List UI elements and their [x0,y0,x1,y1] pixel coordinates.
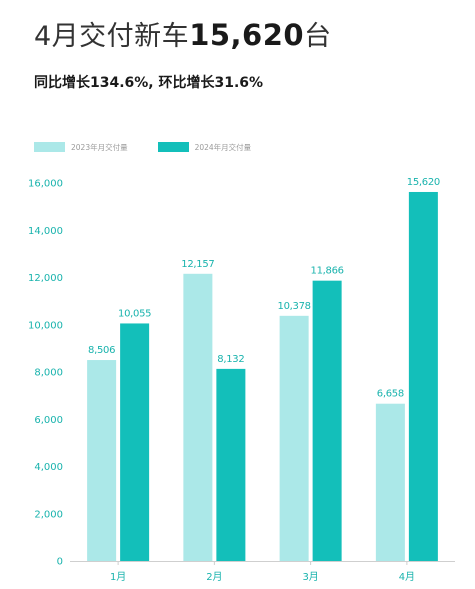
legend-label-2023: 2023年月交付量 [71,142,128,152]
data-label: 11,866 [311,266,344,277]
bar-2024 [120,323,150,561]
title-number: 15,620 [189,18,305,52]
data-label: 8,506 [88,345,115,356]
bar-2023 [375,403,405,561]
y-tick-label: 0 [57,557,63,568]
bar-2023 [279,315,309,561]
y-tick-label: 14,000 [28,226,63,237]
y-tick-label: 6,000 [34,415,63,426]
legend-item-2024: 2024年月交付量 [157,142,252,153]
y-tick-label: 2,000 [34,509,63,520]
legend-item-2023: 2023年月交付量 [34,142,128,153]
data-label: 6,658 [377,389,404,400]
x-tick-label: 1月 [110,571,126,583]
y-tick-label: 10,000 [28,320,63,331]
page-title: 4月交付新车15,620台 [34,14,332,53]
data-label: 15,620 [407,177,440,188]
legend-label-2024: 2024年月交付量 [194,142,252,152]
chart-legend: 2023年月交付量 2024年月交付量 [34,141,251,153]
data-label: 10,378 [278,301,311,312]
y-tick-label: 16,000 [28,179,63,190]
legend-swatch-2023 [34,142,65,152]
data-label: 12,157 [181,259,214,270]
legend-swatch-2024 [157,142,189,152]
y-tick-label: 12,000 [28,273,63,284]
y-tick-label: 8,000 [34,368,63,379]
x-tick-label: 2月 [206,571,222,583]
bar-2024 [216,368,246,561]
x-tick-label: 4月 [399,571,415,583]
page-subtitle: 同比增长134.6%, 环比增长31.6% [34,75,264,91]
data-label: 8,132 [217,354,244,365]
y-tick-label: 4,000 [34,462,63,473]
bar-2024 [408,191,438,561]
x-tick-label: 3月 [302,571,318,583]
bar-2024 [312,280,342,561]
data-label: 10,055 [118,308,151,319]
title-prefix: 4月交付新车 [34,21,190,52]
bar-2023 [183,273,213,561]
title-suffix: 台 [304,21,332,52]
bar-2023 [87,360,117,561]
bar-chart: 0 2,000 4,000 6,000 8,000 10,000 12,000 14,000 1… [28,177,455,583]
